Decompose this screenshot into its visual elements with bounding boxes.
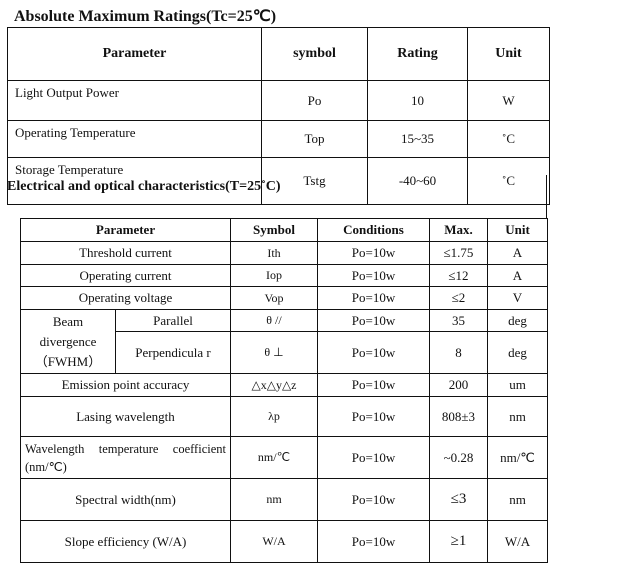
- table-row: Beam divergence （FWHM） Parallel θ // Po=…: [20, 309, 548, 374]
- max-cell: ~0.28: [429, 436, 488, 479]
- max-cell: ≥1: [429, 520, 488, 563]
- max-cell: ≤3: [429, 478, 488, 521]
- symbol-cell: Ith: [230, 241, 318, 265]
- unit-cell: A: [487, 241, 548, 265]
- parameter-cell: Operating voltage: [20, 286, 231, 310]
- symbol-cell: Iop: [230, 264, 318, 287]
- parameter-cell: Spectral width(nm): [20, 478, 231, 521]
- conditions-cell: Po=10w: [317, 241, 430, 265]
- unit-cell: W: [467, 80, 550, 121]
- conditions-cell: Po=10w: [317, 264, 430, 287]
- header-conditions: Conditions: [317, 218, 430, 242]
- rating-cell: -40~60: [367, 157, 468, 205]
- table-row: Emission point accuracy △x△y△z Po=10w 20…: [20, 373, 548, 397]
- unit-cell: deg: [487, 331, 548, 374]
- symbol-cell: θ //: [230, 309, 318, 332]
- header-parameter: Parameter: [20, 218, 231, 242]
- table-row: Spectral width(nm) nm Po=10w ≤3 nm: [20, 478, 548, 521]
- symbol-cell: nm: [230, 478, 318, 521]
- parameter-cell: Emission point accuracy: [20, 373, 231, 397]
- header-rating: Rating: [367, 27, 468, 81]
- max-cell: 200: [429, 373, 488, 397]
- parameter-cell: Light Output Power: [7, 80, 262, 121]
- unit-cell: A: [487, 264, 548, 287]
- table-row: Operating voltage Vop Po=10w ≤2 V: [20, 286, 548, 310]
- max-cell: ≤1.75: [429, 241, 488, 265]
- table-row: Operating Temperature Top 15~35 ˚C: [7, 120, 550, 158]
- conditions-cell: Po=10w: [317, 478, 430, 521]
- table-row: Light Output Power Po 10 W: [7, 80, 550, 121]
- max-cell: ≤2: [429, 286, 488, 310]
- parameter-cell: Operating current: [20, 264, 231, 287]
- symbol-cell: Top: [261, 120, 368, 158]
- unit-cell: nm: [487, 478, 548, 521]
- divider: [546, 175, 548, 219]
- table-row: Wavelength temperature coefficient (nm/℃…: [20, 436, 548, 479]
- parameter-cell: Slope efficiency (W/A): [20, 520, 231, 563]
- table-header-row: Parameter symbol Rating Unit: [7, 27, 550, 81]
- parameter-cell: Lasing wavelength: [20, 396, 231, 437]
- table-row: Lasing wavelength λp Po=10w 808±3 nm: [20, 396, 548, 437]
- electrical-title: Electrical and optical characteristics(T…: [7, 179, 281, 194]
- conditions-cell: Po=10w: [317, 309, 430, 332]
- header-unit: Unit: [467, 27, 550, 81]
- unit-cell: deg: [487, 309, 548, 332]
- unit-cell: V: [487, 286, 548, 310]
- symbol-cell: Vop: [230, 286, 318, 310]
- table-header-row: Parameter Symbol Conditions Max. Unit: [20, 218, 548, 242]
- max-cell: 35: [429, 309, 488, 332]
- symbol-cell: Tstg: [261, 157, 368, 205]
- parameter-cell: Operating Temperature: [7, 120, 262, 158]
- table-row: Operating current Iop Po=10w ≤12 A: [20, 264, 548, 287]
- unit-cell: nm/℃: [487, 436, 548, 479]
- sub-parameter-cell: Parallel: [115, 309, 231, 332]
- sub-parameter-cell: Perpendicula r: [115, 331, 231, 374]
- header-symbol: Symbol: [230, 218, 318, 242]
- parameter-cell: Threshold current: [20, 241, 231, 265]
- symbol-cell: W/A: [230, 520, 318, 563]
- conditions-cell: Po=10w: [317, 520, 430, 563]
- table-row: Storage Temperature Tstg -40~60 ˚C: [7, 157, 550, 205]
- symbol-cell: θ ⊥: [230, 331, 318, 374]
- parameter-cell: Wavelength temperature coefficient (nm/℃…: [20, 436, 231, 479]
- table-row: Threshold current Ith Po=10w ≤1.75 A: [20, 241, 548, 265]
- header-parameter: Parameter: [7, 27, 262, 81]
- rating-cell: 15~35: [367, 120, 468, 158]
- rating-cell: 10: [367, 80, 468, 121]
- max-cell: ≤12: [429, 264, 488, 287]
- symbol-cell: △x△y△z: [230, 373, 318, 397]
- conditions-cell: Po=10w: [317, 436, 430, 479]
- unit-cell: W/A: [487, 520, 548, 563]
- unit-cell: ˚C: [467, 120, 550, 158]
- unit-cell: ˚C: [467, 157, 550, 205]
- conditions-cell: Po=10w: [317, 286, 430, 310]
- conditions-cell: Po=10w: [317, 331, 430, 374]
- unit-cell: um: [487, 373, 548, 397]
- conditions-cell: Po=10w: [317, 373, 430, 397]
- max-cell: 808±3: [429, 396, 488, 437]
- absolute-max-table: Parameter symbol Rating Unit Light Outpu…: [7, 27, 550, 205]
- parameter-cell: Storage Temperature: [7, 157, 262, 205]
- symbol-cell: Po: [261, 80, 368, 121]
- symbol-cell: λp: [230, 396, 318, 437]
- absolute-max-title: Absolute Maximum Ratings(Tc=25℃): [14, 8, 277, 25]
- parameter-cell: Beam divergence （FWHM）: [20, 309, 116, 374]
- header-symbol: symbol: [261, 27, 368, 81]
- conditions-cell: Po=10w: [317, 396, 430, 437]
- header-unit: Unit: [487, 218, 548, 242]
- unit-cell: nm: [487, 396, 548, 437]
- symbol-cell: nm/℃: [230, 436, 318, 479]
- header-max: Max.: [429, 218, 488, 242]
- max-cell: 8: [429, 331, 488, 374]
- table-row: Slope efficiency (W/A) W/A Po=10w ≥1 W/A: [20, 520, 548, 563]
- electrical-table: Parameter Symbol Conditions Max. Unit Th…: [20, 218, 548, 563]
